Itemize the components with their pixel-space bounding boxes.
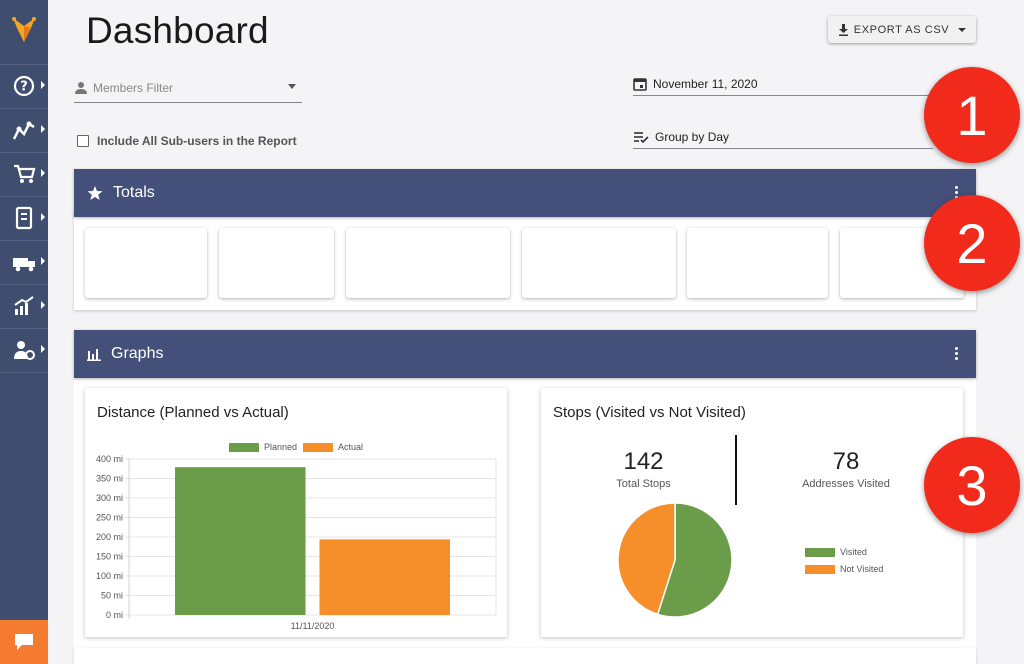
distance-bar-chart: 0 mi 50 mi 100 mi 150 mi 200 mi 250 mi 300 mi 3… <box>96 454 497 631</box>
legend-swatch <box>303 442 333 452</box>
routes-icon <box>12 121 35 140</box>
annotation-badge-2: 2 <box>924 195 1020 291</box>
group-by-value: Group by Day <box>655 129 730 144</box>
bar-actual <box>319 539 450 615</box>
sidebar-item-team[interactable] <box>0 330 48 370</box>
legend-swatch <box>805 564 835 574</box>
bottom-panel-edge <box>74 648 976 664</box>
legend-visited[interactable]: Visited <box>805 547 867 557</box>
stops-chart-card: Stops (Visited vs Not Visited) 142 Total… <box>541 388 963 637</box>
bar-planned <box>175 467 306 615</box>
legend-label: Planned <box>264 442 298 452</box>
legend-label: Visited <box>840 547 867 557</box>
x-tick-label: 11/11/2020 <box>291 621 335 631</box>
members-filter-placeholder: Members Filter <box>93 81 174 95</box>
team-settings-icon <box>14 341 35 360</box>
stops-chart-title: Stops (Visited vs Not Visited) <box>553 404 746 421</box>
stat-card-planned-distance: 379 Planned Distance, mi <box>346 228 510 298</box>
y-tick-label: 200 mi <box>96 532 123 542</box>
legend-swatch <box>805 547 835 557</box>
legend-label: Actual <box>338 442 364 452</box>
help-icon: ? <box>13 75 35 97</box>
include-subusers-option[interactable]: Include All Sub-users in the Report <box>77 134 297 148</box>
svg-text:?: ? <box>20 80 28 95</box>
stat-card-notes-added: 73 Notes Added <box>840 228 964 298</box>
graphs-title: Graphs <box>111 345 164 362</box>
group-by-select[interactable]: Group by Day <box>633 125 933 149</box>
sidebar-item-addresses[interactable] <box>0 198 48 238</box>
bar-chart-icon <box>87 349 101 361</box>
pie-slice-visited <box>656 502 733 618</box>
stops-pie-chart <box>617 502 733 618</box>
legend-swatch <box>229 442 259 452</box>
sidebar-item-orders[interactable] <box>0 154 48 194</box>
divider <box>735 435 737 505</box>
total-stops-stat: 142 Total Stops <box>616 448 671 490</box>
chat-button[interactable] <box>0 620 48 664</box>
graphs-panel-header: Graphs <box>74 330 976 378</box>
chat-icon <box>15 634 33 650</box>
include-subusers-label: Include All Sub-users in the Report <box>97 134 297 148</box>
legend-label: Not Visited <box>840 564 884 574</box>
sidebar: ? <box>0 0 48 664</box>
annotation-badge-1: 1 <box>924 67 1020 163</box>
annotation-badge-3: 3 <box>924 437 1020 533</box>
stat-card-total-routes: 10 Total Routes <box>85 228 207 298</box>
distance-chart-card: Distance (Planned vs Actual) Planned Act… <box>85 388 507 637</box>
y-tick-label: 300 mi <box>96 493 123 503</box>
stat-card-addresses-visited: 78 Adresses Visited <box>687 228 828 298</box>
y-tick-label: 50 mi <box>101 591 123 601</box>
y-tick-label: 400 mi <box>96 454 123 464</box>
y-tick-label: 250 mi <box>96 513 123 523</box>
analytics-icon <box>14 296 34 315</box>
page-title: Dashboard <box>86 10 269 51</box>
calendar-icon <box>633 77 647 91</box>
y-tick-label: 150 mi <box>96 552 123 562</box>
logo-icon[interactable] <box>0 0 48 60</box>
download-icon <box>838 23 848 36</box>
date-picker[interactable]: November 11, 2020 <box>633 72 933 96</box>
sidebar-item-fleet[interactable] <box>0 242 48 282</box>
cart-icon <box>14 164 36 183</box>
export-csv-label: EXPORT AS CSV <box>853 23 950 36</box>
y-tick-label: 100 mi <box>96 571 123 581</box>
totals-panel-body <box>74 210 976 310</box>
legend-planned[interactable]: Planned <box>229 442 297 452</box>
stat-card-actual-distance: 194 Actual Distance, mi <box>522 228 676 298</box>
star-icon <box>87 186 103 200</box>
sidebar-item-routes[interactable] <box>0 110 48 150</box>
include-subusers-checkbox[interactable] <box>77 135 89 147</box>
members-filter-select[interactable]: Members Filter <box>74 74 302 103</box>
addresses-visited-stat: 78 Addresses Visited <box>802 448 890 490</box>
distance-chart-title: Distance (Planned vs Actual) <box>97 404 289 421</box>
pie-slice-not-visited <box>617 502 676 616</box>
stat-card-total-stops: 142 Total Stops <box>219 228 334 298</box>
y-tick-label: 0 mi <box>106 610 123 620</box>
legend-actual[interactable]: Actual <box>303 442 363 452</box>
chevron-down-icon <box>288 84 296 89</box>
date-value: November 11, 2020 <box>653 76 758 91</box>
legend-not-visited[interactable]: Not Visited <box>805 564 883 574</box>
chevron-down-icon <box>958 27 967 32</box>
fleet-icon <box>13 258 35 272</box>
y-tick-label: 350 mi <box>96 474 123 484</box>
export-csv-button[interactable]: EXPORT AS CSV <box>828 16 976 43</box>
person-icon <box>75 82 87 94</box>
sidebar-item-help[interactable]: ? <box>0 66 48 106</box>
totals-title: Totals <box>113 184 155 201</box>
totals-panel-header: Totals <box>74 169 976 217</box>
group-list-icon <box>634 131 649 143</box>
more-options-icon[interactable] <box>955 347 958 360</box>
sidebar-item-analytics[interactable] <box>0 286 48 326</box>
phone-book-icon <box>15 206 33 230</box>
